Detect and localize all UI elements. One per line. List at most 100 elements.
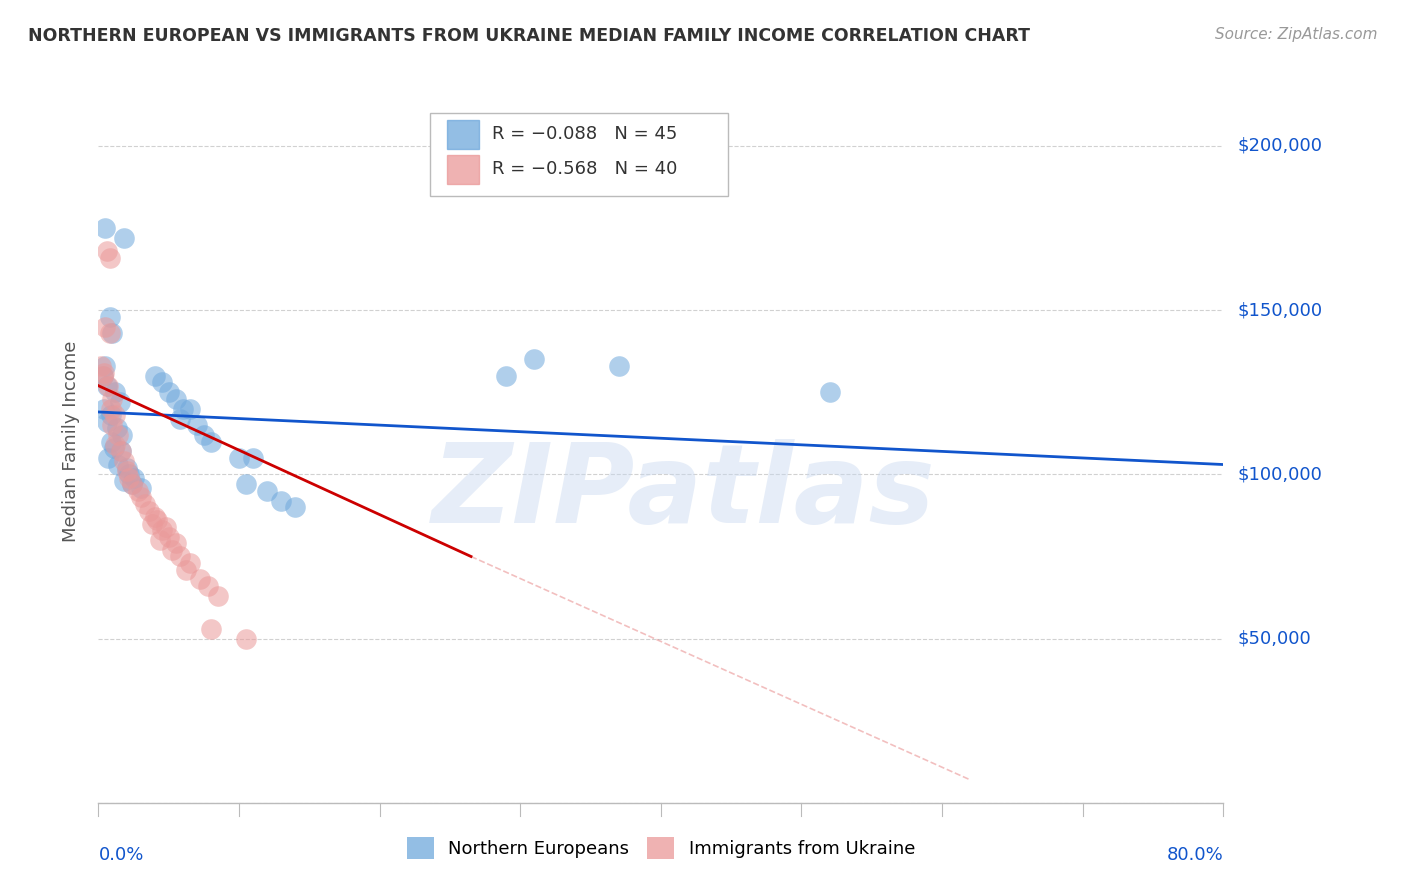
Point	[165, 392, 187, 406]
Point	[179, 556, 201, 570]
Text: $100,000: $100,000	[1237, 466, 1322, 483]
Point	[174, 563, 197, 577]
Text: $150,000: $150,000	[1237, 301, 1322, 319]
Bar	[447, 120, 478, 149]
Point	[143, 368, 166, 383]
Text: NORTHERN EUROPEAN VS IMMIGRANTS FROM UKRAINE MEDIAN FAMILY INCOME CORRELATION CH: NORTHERN EUROPEAN VS IMMIGRANTS FROM UKR…	[28, 27, 1031, 45]
Point	[118, 467, 141, 482]
Point	[121, 477, 143, 491]
Point	[143, 510, 166, 524]
Point	[96, 244, 118, 258]
Point	[96, 415, 118, 429]
Point	[122, 471, 145, 485]
Point	[207, 589, 229, 603]
Text: R = −0.568   N = 40: R = −0.568 N = 40	[492, 161, 678, 178]
Point	[108, 395, 131, 409]
Text: 0.0%: 0.0%	[98, 847, 143, 864]
Point	[523, 352, 546, 367]
Point	[172, 401, 194, 416]
Point	[141, 516, 163, 531]
Point	[149, 533, 172, 547]
Point	[129, 491, 152, 505]
Y-axis label: Median Family Income: Median Family Income	[62, 341, 80, 542]
Text: $200,000: $200,000	[1237, 137, 1322, 155]
Point	[112, 474, 135, 488]
Bar	[447, 154, 478, 184]
Point	[186, 418, 208, 433]
Point	[105, 421, 128, 435]
Point	[818, 385, 841, 400]
Point	[188, 573, 211, 587]
Point	[94, 221, 117, 235]
Point	[104, 409, 127, 423]
Point	[101, 326, 124, 341]
Point	[607, 359, 630, 373]
Point	[138, 503, 160, 517]
Point	[155, 520, 177, 534]
Point	[110, 444, 132, 458]
Point	[100, 409, 122, 423]
Point	[110, 444, 132, 458]
Point	[98, 310, 121, 324]
Point	[107, 428, 129, 442]
Point	[157, 385, 180, 400]
Point	[101, 418, 124, 433]
Point	[103, 441, 125, 455]
Text: $50,000: $50,000	[1237, 630, 1310, 648]
Point	[100, 434, 122, 449]
Point	[284, 500, 307, 515]
Point	[97, 450, 120, 465]
Text: R = −0.088   N = 45: R = −0.088 N = 45	[492, 126, 678, 144]
Point	[256, 483, 278, 498]
Point	[118, 471, 141, 485]
Point	[97, 378, 120, 392]
Point	[90, 359, 112, 373]
Point	[129, 481, 152, 495]
Point	[179, 401, 201, 416]
Point	[98, 251, 121, 265]
Point	[134, 497, 156, 511]
Point	[127, 483, 149, 498]
Text: 80.0%: 80.0%	[1167, 847, 1223, 864]
Point	[93, 366, 115, 380]
Point	[115, 464, 138, 478]
Text: Source: ZipAtlas.com: Source: ZipAtlas.com	[1215, 27, 1378, 42]
Point	[93, 401, 115, 416]
Text: ZIPatlas: ZIPatlas	[432, 439, 935, 546]
Point	[169, 549, 191, 564]
Point	[104, 385, 127, 400]
Point	[112, 231, 135, 245]
Point	[169, 411, 191, 425]
Point	[91, 368, 114, 383]
Point	[193, 428, 215, 442]
Point	[91, 368, 114, 383]
Point	[150, 523, 173, 537]
Point	[98, 326, 121, 341]
Point	[94, 319, 117, 334]
Point	[235, 632, 257, 646]
Point	[197, 579, 219, 593]
Point	[94, 359, 117, 373]
Point	[115, 460, 138, 475]
Point	[104, 438, 127, 452]
Point	[111, 428, 134, 442]
Point	[160, 542, 183, 557]
Point	[270, 493, 292, 508]
Point	[150, 376, 173, 390]
Point	[228, 450, 250, 465]
Point	[100, 401, 122, 416]
Legend: Northern Europeans, Immigrants from Ukraine: Northern Europeans, Immigrants from Ukra…	[399, 830, 922, 866]
Point	[157, 530, 180, 544]
Point	[165, 536, 187, 550]
Point	[96, 378, 118, 392]
Point	[495, 368, 517, 383]
Point	[242, 450, 264, 465]
Point	[107, 458, 129, 472]
FancyBboxPatch shape	[430, 112, 728, 196]
Point	[101, 392, 124, 406]
Point	[121, 477, 143, 491]
Point	[146, 513, 169, 527]
Point	[235, 477, 257, 491]
Point	[200, 434, 222, 449]
Point	[112, 454, 135, 468]
